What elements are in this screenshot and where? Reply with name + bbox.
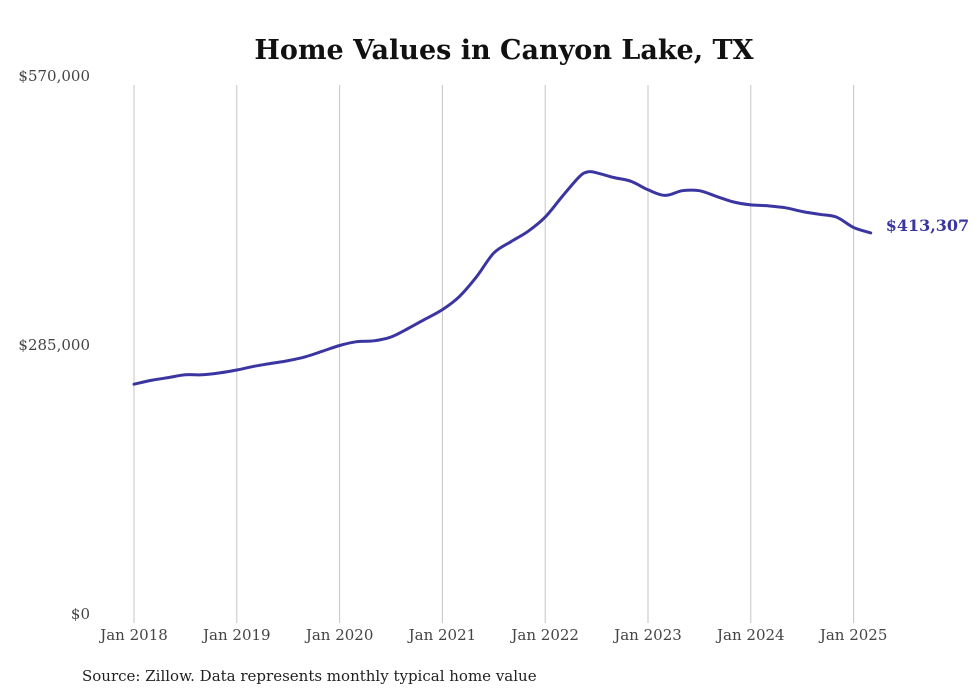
chart-title: Home Values in Canyon Lake, TX [254,35,753,66]
x-tick-label: Jan 2021 [407,626,477,644]
x-tick-label: Jan 2022 [509,626,579,644]
source-note: Source: Zillow. Data represents monthly … [82,667,537,685]
x-tick-label: Jan 2020 [304,626,374,644]
grid-lines [133,85,855,623]
latest-value-label: $413,307 [886,216,970,235]
x-axis-ticks: Jan 2018 Jan 2019 Jan 2020 Jan 2021 Jan 2022… [98,626,887,644]
y-axis-ticks: $0 $285,000 $570,000 [18,67,90,623]
x-tick-label: Jan 2023 [612,626,682,644]
x-tick-label: Jan 2025 [818,626,888,644]
y-tick-label: $0 [71,605,90,623]
x-tick-label: Jan 2019 [201,626,271,644]
x-tick-label: Jan 2024 [715,626,785,644]
home-value-line [132,170,873,386]
y-tick-label: $570,000 [18,67,90,85]
x-tick-label: Jan 2018 [98,626,168,644]
y-tick-label: $285,000 [18,336,90,354]
